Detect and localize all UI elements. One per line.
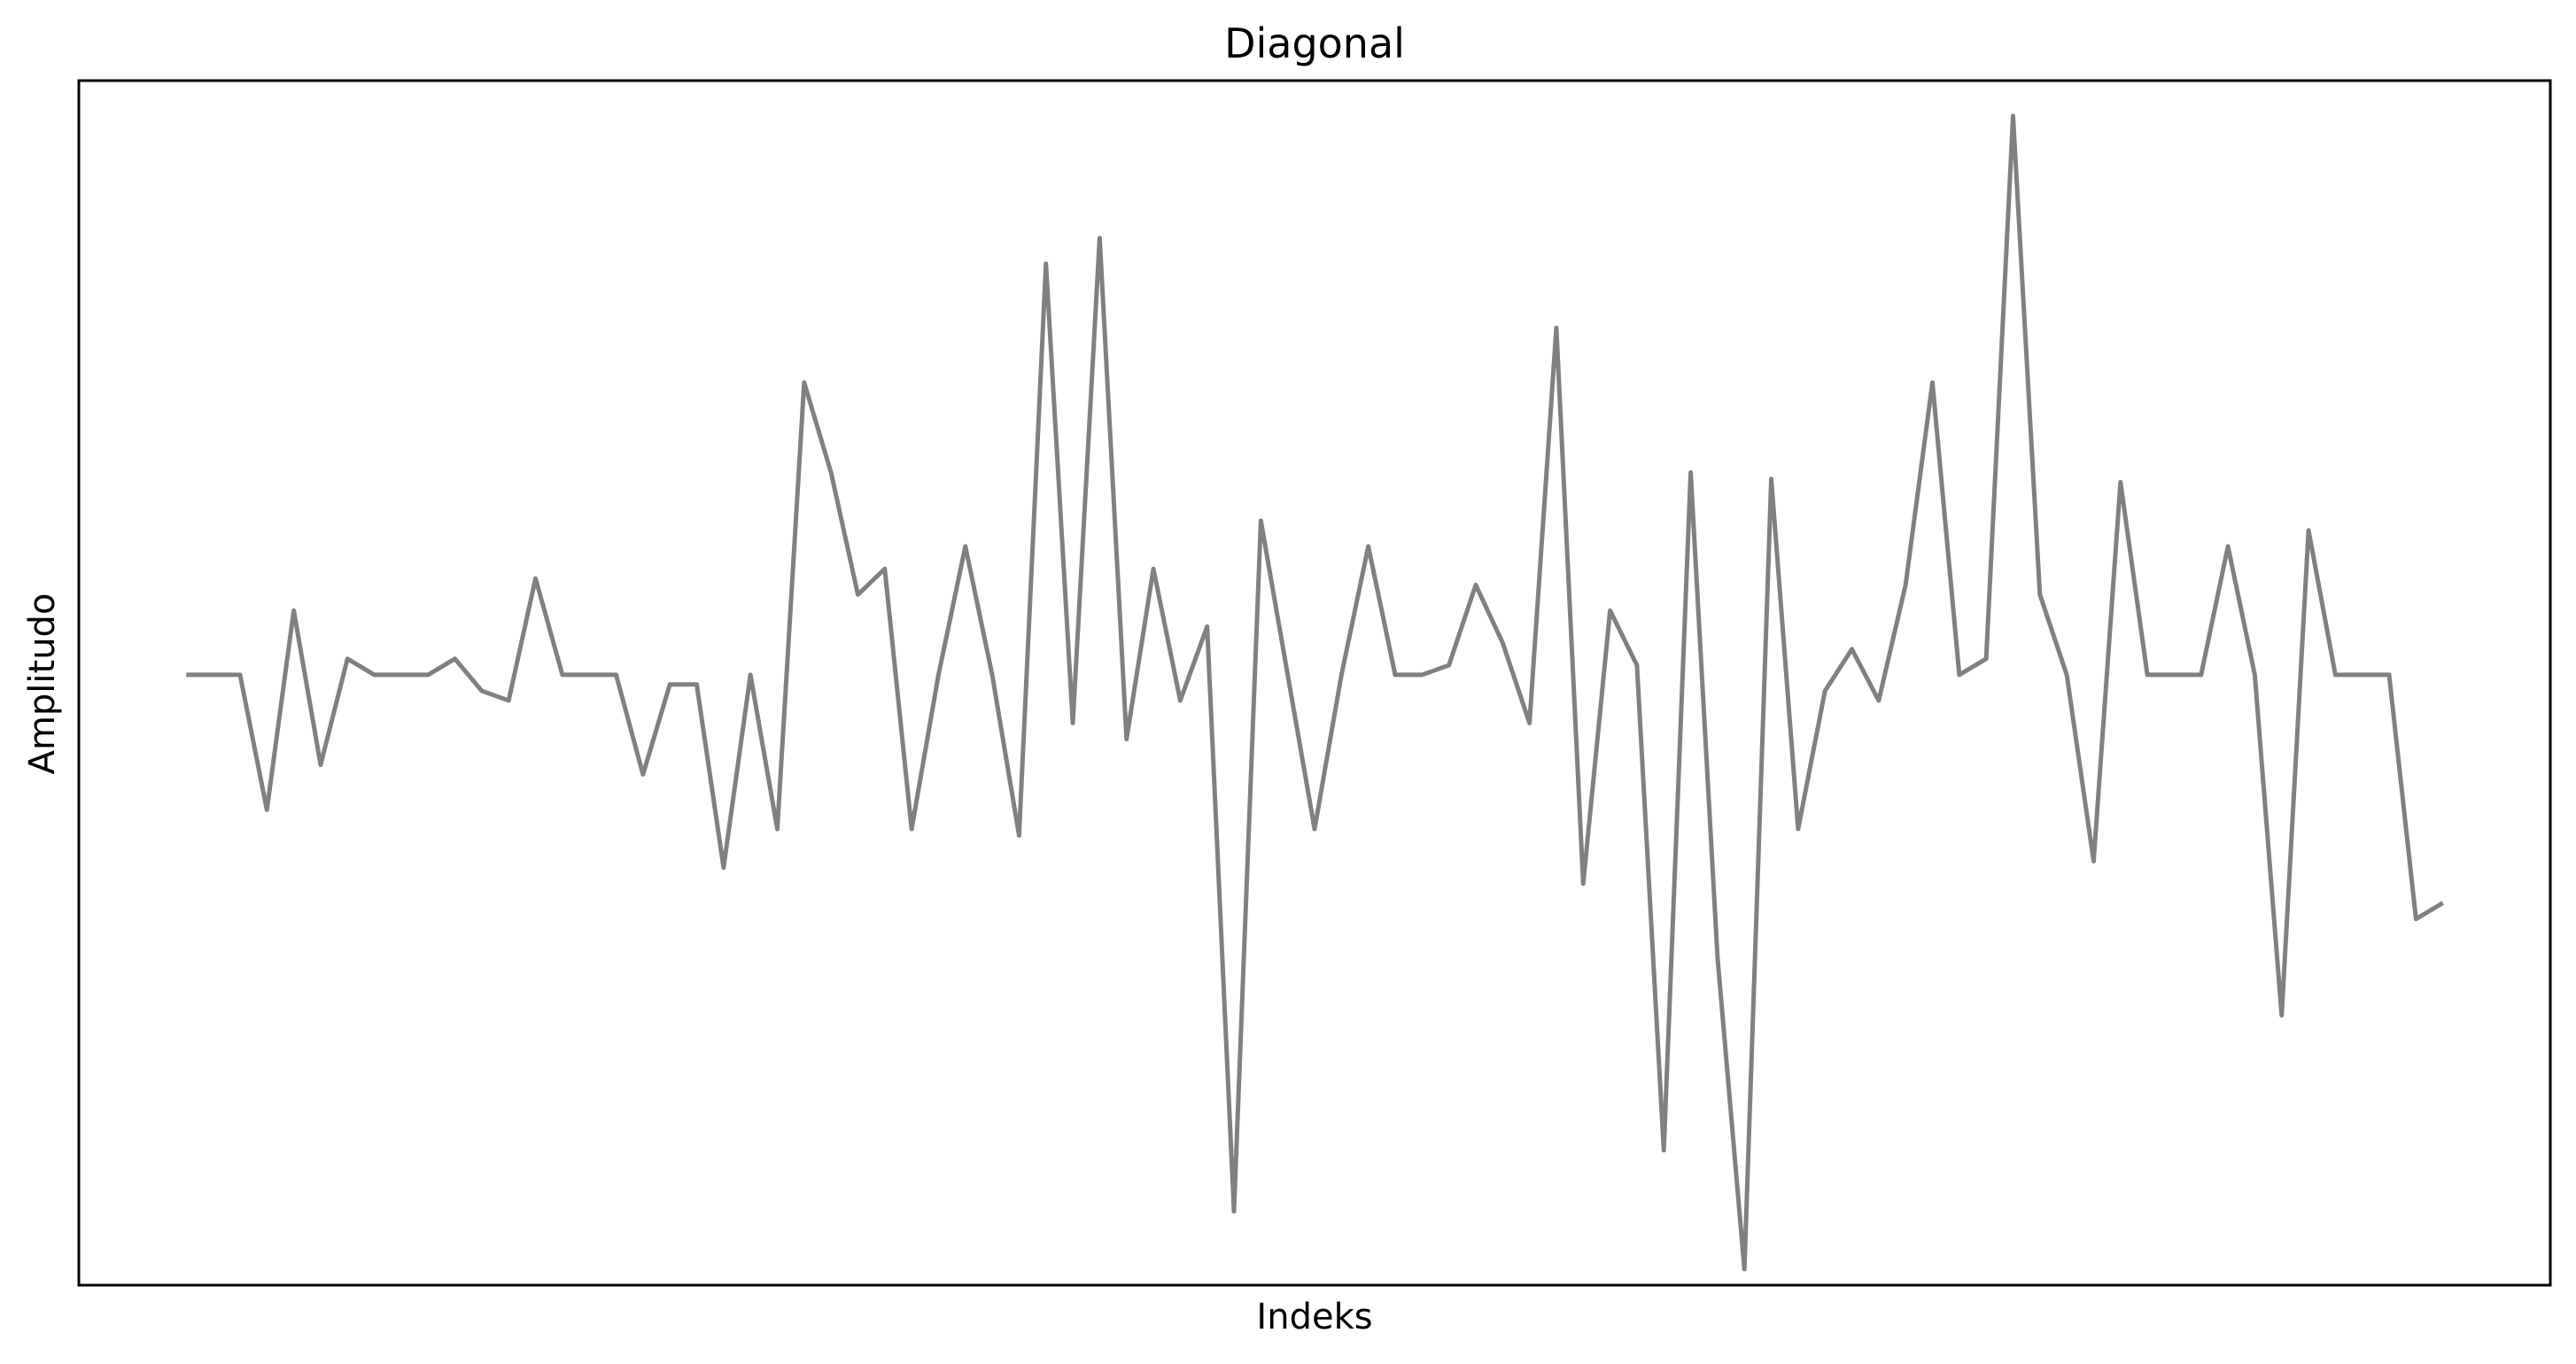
y-axis-label: Amplitudo bbox=[22, 593, 63, 775]
plot-area-frame bbox=[77, 79, 2552, 1287]
chart-title: Diagonal bbox=[1224, 19, 1405, 67]
x-axis-label: Indeks bbox=[1256, 1297, 1372, 1337]
series-line-0 bbox=[186, 113, 2444, 1272]
series-layer bbox=[186, 113, 2444, 1272]
